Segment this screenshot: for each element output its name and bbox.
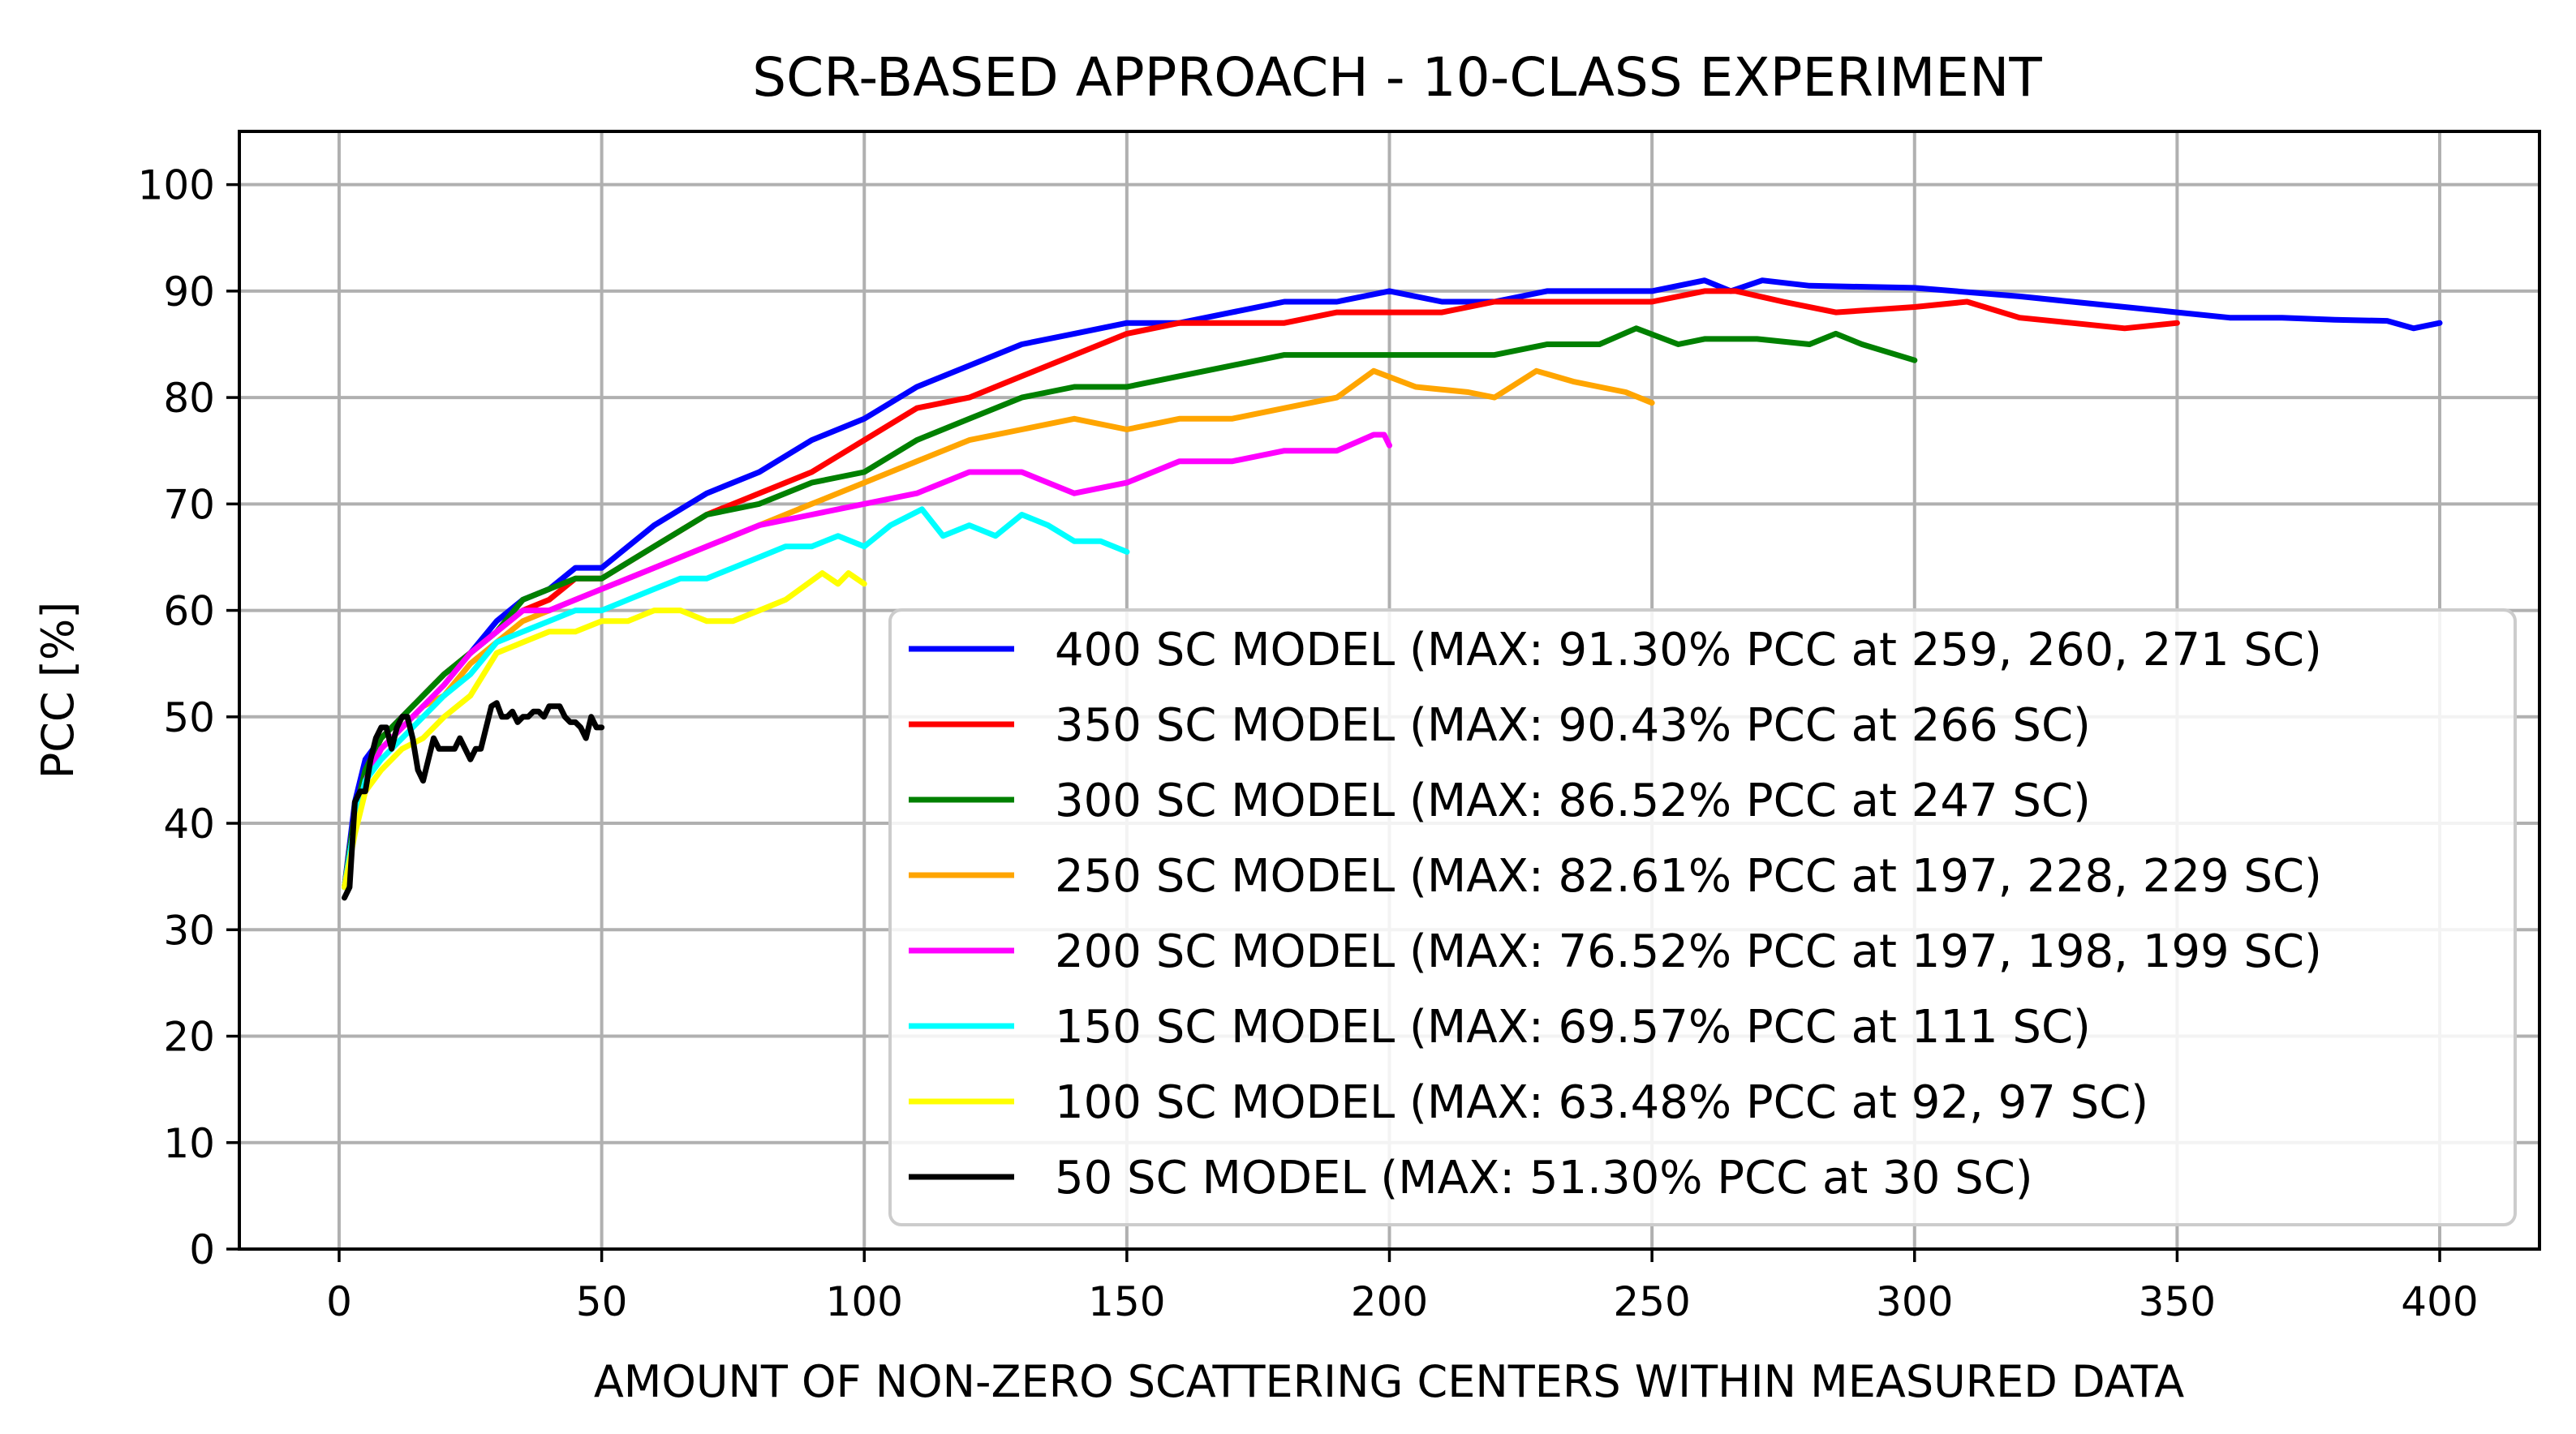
y-tick-label: 50 <box>163 694 215 741</box>
y-tick-label: 40 <box>163 801 215 848</box>
series-line-50-sc <box>342 700 605 901</box>
x-axis-label: AMOUNT OF NON-ZERO SCATTERING CENTERS WI… <box>594 1356 2184 1407</box>
y-tick-label: 70 <box>163 481 215 528</box>
y-tick-label: 10 <box>163 1120 215 1167</box>
legend-entry-label: 100 SC MODEL (MAX: 63.48% PCC at 92, 97 … <box>1055 1076 2148 1129</box>
y-tick-label: 100 <box>138 162 215 209</box>
legend-frame <box>888 608 2517 1226</box>
legend-entry-label: 150 SC MODEL (MAX: 69.57% PCC at 111 SC) <box>1055 1001 2091 1054</box>
series-lines <box>342 277 2443 901</box>
y-tick-label: 80 <box>163 375 215 422</box>
legend-entry-label: 400 SC MODEL (MAX: 91.30% PCC at 259, 26… <box>1055 624 2322 676</box>
y-tick-label: 20 <box>163 1014 215 1061</box>
y-tick-label: 60 <box>163 588 215 635</box>
y-axis-label: PCC [%] <box>32 602 84 779</box>
x-tick-label: 350 <box>2139 1278 2216 1325</box>
x-tick-label: 100 <box>826 1278 903 1325</box>
x-tick-label: 200 <box>1351 1278 1428 1325</box>
legend-entry-label: 50 SC MODEL (MAX: 51.30% PCC at 30 SC) <box>1055 1152 2033 1204</box>
x-tick-label: 300 <box>1876 1278 1953 1325</box>
legend-entry-label: 250 SC MODEL (MAX: 82.61% PCC at 197, 22… <box>1055 850 2322 903</box>
x-tick-label: 400 <box>2401 1278 2478 1325</box>
series-line-300-sc <box>342 325 1918 891</box>
x-tick-label: 150 <box>1088 1278 1165 1325</box>
series-line-200-sc <box>342 431 1392 891</box>
y-tick-label: 90 <box>163 268 215 316</box>
series-line-150-sc <box>342 506 1130 891</box>
legend-entry-label: 300 SC MODEL (MAX: 86.52% PCC at 247 SC) <box>1055 775 2091 827</box>
series-line-100-sc <box>342 570 867 891</box>
x-tick-label: 50 <box>576 1278 628 1325</box>
series-line-400-sc <box>342 277 2443 891</box>
axis-ticks: 0 50 100 150 200 250 300 350 400 0 10 20 30 40 50 60 70 8… <box>138 162 2479 1325</box>
chart-title: SCR-BASED APPROACH - 10-CLASS EXPERIMENT <box>752 46 2042 109</box>
legend-entry-label: 200 SC MODEL (MAX: 76.52% PCC at 197, 19… <box>1055 925 2322 978</box>
y-tick-label: 30 <box>163 907 215 954</box>
y-tick-label: 0 <box>189 1226 215 1273</box>
x-tick-label: 0 <box>326 1278 352 1325</box>
legend: 400 SC MODEL (MAX: 91.30% PCC at 259, 26… <box>888 608 2517 1226</box>
x-tick-label: 250 <box>1613 1278 1690 1325</box>
legend-entry-label: 350 SC MODEL (MAX: 90.43% PCC at 266 SC) <box>1055 699 2091 752</box>
